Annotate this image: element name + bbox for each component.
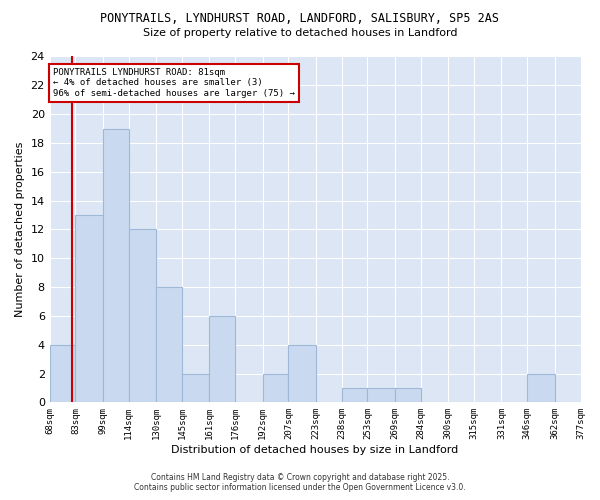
Bar xyxy=(156,287,182,403)
Bar xyxy=(128,230,156,402)
Y-axis label: Number of detached properties: Number of detached properties xyxy=(15,142,25,317)
Bar xyxy=(342,388,367,402)
Bar xyxy=(395,388,421,402)
Bar xyxy=(367,388,395,402)
Bar xyxy=(289,344,316,403)
Text: Contains HM Land Registry data © Crown copyright and database right 2025.
Contai: Contains HM Land Registry data © Crown c… xyxy=(134,473,466,492)
Bar xyxy=(76,215,103,402)
Bar xyxy=(182,374,209,402)
Text: Size of property relative to detached houses in Landford: Size of property relative to detached ho… xyxy=(143,28,457,38)
Bar xyxy=(50,344,76,403)
Text: PONYTRAILS, LYNDHURST ROAD, LANDFORD, SALISBURY, SP5 2AS: PONYTRAILS, LYNDHURST ROAD, LANDFORD, SA… xyxy=(101,12,499,26)
Bar xyxy=(103,128,128,402)
Bar xyxy=(527,374,555,402)
Text: PONYTRAILS LYNDHURST ROAD: 81sqm
← 4% of detached houses are smaller (3)
96% of : PONYTRAILS LYNDHURST ROAD: 81sqm ← 4% of… xyxy=(53,68,295,98)
X-axis label: Distribution of detached houses by size in Landford: Distribution of detached houses by size … xyxy=(172,445,459,455)
Bar xyxy=(209,316,235,402)
Bar xyxy=(263,374,289,402)
